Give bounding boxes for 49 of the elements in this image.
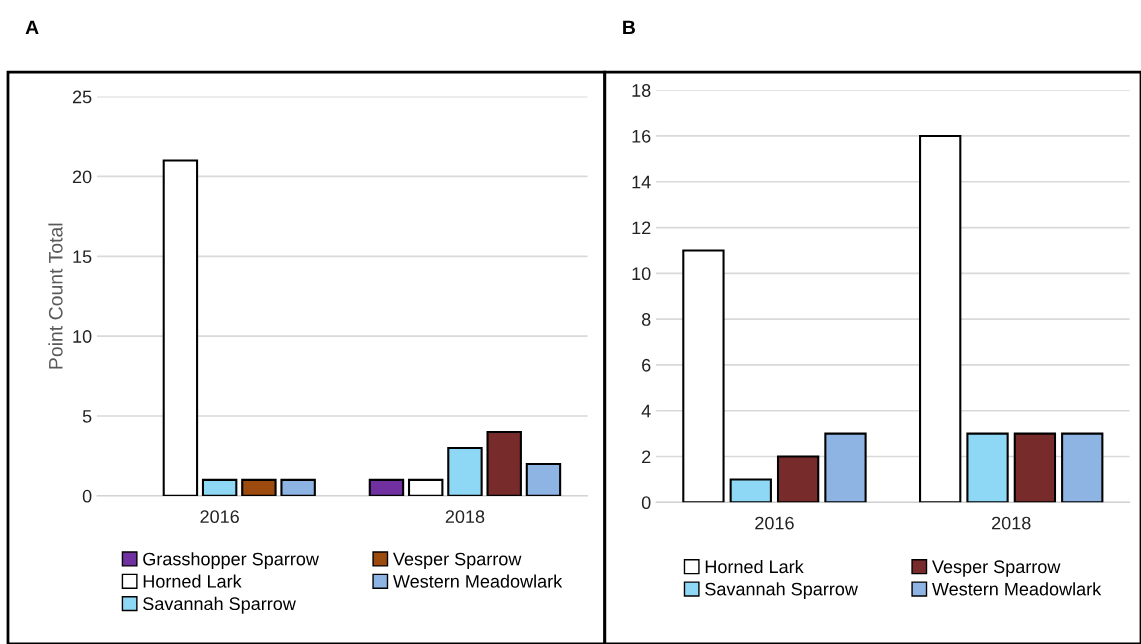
y-tick-label: 2 — [642, 450, 651, 464]
y-tick-label: 5 — [82, 410, 92, 423]
legend-label: Savannah Sparrow — [705, 582, 858, 600]
y-axis-title: Point Count Total — [48, 223, 63, 369]
bar — [966, 432, 1009, 503]
y-tick-label: 10 — [73, 330, 92, 343]
y-tick-label: 20 — [72, 170, 92, 184]
legend-label: Grasshopper Sparrow — [143, 552, 319, 569]
legend-label: Vesper Sparrow — [932, 560, 1061, 577]
legend-label: Vesper Sparrow — [393, 552, 522, 569]
bar — [241, 478, 277, 496]
bar — [407, 478, 444, 496]
y-tick-label: 0 — [641, 496, 651, 510]
legend-label: Western Meadowlark — [932, 582, 1102, 596]
bar — [1061, 432, 1104, 503]
y-tick-label: 16 — [632, 129, 651, 143]
bar — [447, 446, 483, 496]
chart-title: B — [623, 20, 635, 35]
legend-label: Savannah Sparrow — [143, 596, 296, 614]
bar — [162, 159, 199, 496]
y-tick-label: 25 — [72, 90, 92, 104]
bar — [729, 478, 772, 503]
bar — [368, 478, 405, 496]
x-tick-label: 2018 — [445, 510, 485, 524]
x-tick-label: 2016 — [200, 510, 239, 524]
legend-label: Western Meadowlark — [393, 574, 563, 588]
bar — [682, 249, 725, 503]
bar — [486, 430, 522, 496]
y-tick-label: 10 — [632, 267, 651, 281]
y-tick-label: 8 — [641, 313, 651, 326]
bar — [824, 432, 867, 503]
y-tick-label: 4 — [641, 404, 651, 418]
bar — [280, 478, 316, 496]
y-tick-label: 15 — [73, 250, 92, 264]
y-tick-label: 0 — [82, 489, 92, 503]
x-tick-label: 2018 — [992, 516, 1031, 530]
bar — [201, 478, 238, 496]
y-tick-label: 6 — [642, 358, 651, 372]
legend-label: Horned Lark — [143, 574, 242, 588]
y-tick-label: 12 — [632, 221, 651, 235]
bar — [1013, 432, 1057, 503]
bar — [776, 455, 820, 503]
x-tick-label: 2016 — [755, 516, 794, 530]
legend-label: Horned Lark — [705, 559, 804, 574]
bar — [525, 462, 562, 496]
chart-title: A — [25, 20, 39, 35]
y-tick-label: 18 — [632, 84, 651, 97]
y-tick-label: 14 — [632, 175, 651, 189]
bar — [919, 134, 962, 503]
